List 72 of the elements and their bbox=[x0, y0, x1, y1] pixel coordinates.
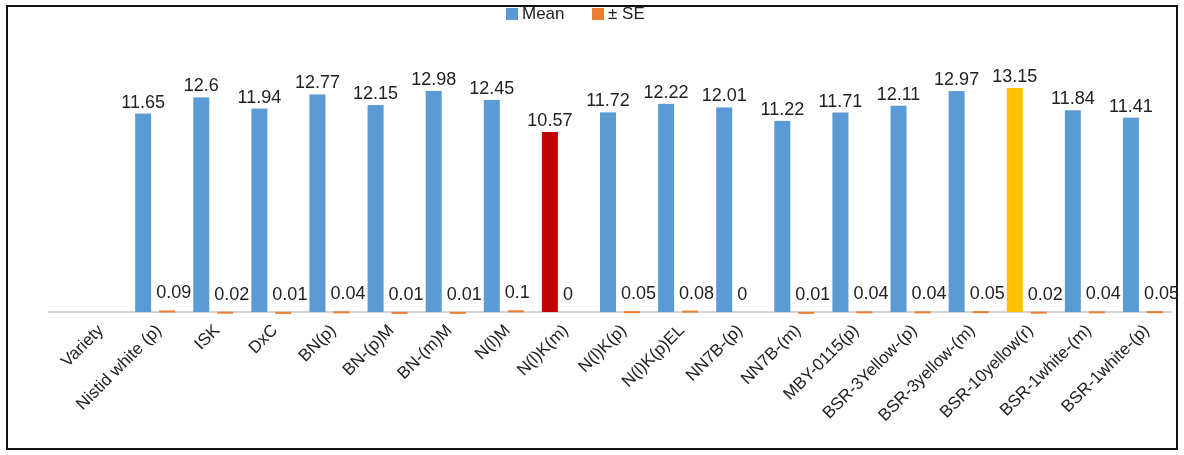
bar bbox=[1122, 117, 1139, 312]
data-label: 0.04 bbox=[1085, 283, 1121, 304]
data-label: 11.22 bbox=[760, 98, 805, 119]
data-label: 0 bbox=[737, 284, 748, 304]
data-label: 12.22 bbox=[643, 81, 689, 102]
legend-label: Mean bbox=[522, 4, 565, 23]
bar bbox=[159, 310, 176, 313]
data-label: 11.41 bbox=[1109, 95, 1153, 116]
bar bbox=[483, 99, 500, 312]
bar bbox=[1088, 311, 1105, 314]
bar bbox=[1146, 311, 1163, 314]
bar bbox=[391, 311, 408, 314]
x-tick-label: ISK bbox=[190, 320, 224, 354]
bar bbox=[600, 112, 616, 312]
bar bbox=[449, 311, 466, 314]
bar bbox=[333, 311, 350, 314]
bar bbox=[251, 108, 268, 312]
data-label: 0.01 bbox=[272, 283, 308, 304]
bar bbox=[890, 105, 907, 312]
data-label: 12.01 bbox=[701, 85, 747, 106]
bar bbox=[1064, 110, 1081, 312]
data-label: 12.77 bbox=[294, 72, 340, 93]
bar bbox=[948, 91, 965, 312]
data-label: 0.01 bbox=[388, 283, 424, 304]
bar bbox=[507, 310, 524, 313]
legend-label: ± SE bbox=[608, 4, 645, 23]
bar bbox=[1006, 88, 1023, 312]
data-label: 0.1 bbox=[504, 282, 530, 303]
bar bbox=[624, 311, 640, 314]
bar bbox=[972, 311, 989, 314]
data-label: 0.02 bbox=[214, 283, 250, 304]
bar bbox=[425, 90, 442, 312]
bar bbox=[798, 311, 815, 314]
data-label: 0.04 bbox=[330, 283, 366, 304]
data-label: 12.11 bbox=[876, 83, 921, 104]
data-label: 11.65 bbox=[121, 91, 166, 112]
bar bbox=[135, 113, 152, 312]
data-label: 12.97 bbox=[934, 69, 980, 90]
data-label: 0.04 bbox=[911, 283, 947, 304]
bar bbox=[774, 120, 791, 312]
bar bbox=[1030, 311, 1047, 314]
data-label: 10.57 bbox=[527, 109, 573, 130]
data-label: 12.15 bbox=[353, 83, 399, 104]
bar bbox=[275, 311, 292, 314]
bar bbox=[716, 107, 733, 312]
data-label: 0.04 bbox=[853, 283, 889, 304]
data-label: 11.71 bbox=[818, 90, 863, 111]
data-label: 0 bbox=[562, 284, 573, 304]
data-label: 13.15 bbox=[992, 66, 1038, 86]
bar bbox=[856, 311, 873, 314]
bar bbox=[193, 97, 210, 312]
data-label: 0.01 bbox=[446, 283, 482, 304]
bar bbox=[914, 311, 931, 314]
data-label: 11.84 bbox=[1050, 88, 1095, 109]
data-label: 11.72 bbox=[586, 90, 630, 111]
bar bbox=[658, 103, 675, 312]
bar bbox=[309, 94, 326, 312]
data-label: 11.94 bbox=[237, 86, 282, 107]
data-label: 12.6 bbox=[183, 75, 219, 96]
bar bbox=[217, 311, 234, 314]
data-label: 0.05 bbox=[969, 283, 1005, 304]
bar bbox=[541, 131, 558, 312]
data-label: 0.05 bbox=[621, 283, 657, 304]
bar bbox=[832, 112, 849, 312]
data-label: 12.98 bbox=[411, 68, 457, 89]
data-label: 0.08 bbox=[679, 282, 715, 303]
data-label: 0.02 bbox=[1027, 283, 1063, 304]
data-label: 12.45 bbox=[469, 77, 515, 98]
data-label: 0.09 bbox=[156, 282, 192, 303]
bar bbox=[682, 310, 699, 313]
bar bbox=[367, 105, 384, 312]
data-label: 0.01 bbox=[795, 283, 831, 304]
